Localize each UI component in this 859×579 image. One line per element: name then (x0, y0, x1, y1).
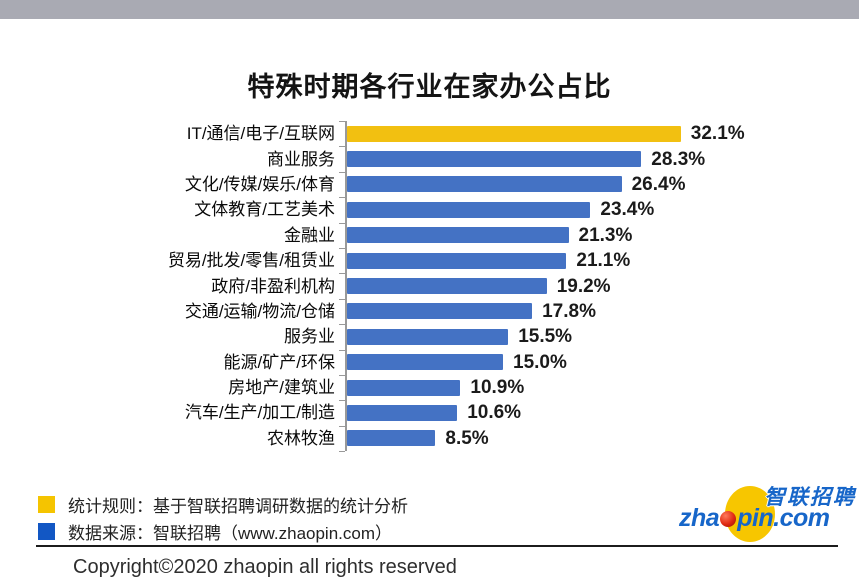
value-label: 19.2% (556, 275, 611, 297)
value-label: 15.5% (518, 326, 573, 348)
axis-tick (339, 324, 345, 326)
blue-swatch-icon (38, 523, 55, 540)
bar-zone: 32.1% (345, 124, 859, 143)
bar-zone: 19.2% (345, 277, 859, 296)
logo-domain-text: zha pin.com (679, 504, 830, 533)
y-axis-line (345, 121, 347, 451)
gold-swatch-icon (38, 496, 55, 513)
legend-item-source: 数据来源：智联招聘（www.zhaopin.com） (38, 518, 408, 545)
value-label: 21.3% (578, 224, 633, 246)
category-label: IT/通信/电子/互联网 (186, 124, 335, 144)
value-label: 10.6% (467, 402, 522, 424)
value-label: 23.4% (600, 199, 655, 221)
bar (347, 278, 547, 295)
bar-zone: 26.4% (345, 175, 859, 194)
axis-tick (339, 375, 345, 376)
bar-row: 农林牧渔 8.5% (0, 426, 859, 451)
axis-tick (339, 273, 345, 275)
bar (347, 151, 642, 168)
zhaopin-logo: 智联招聘 zha pin.com (668, 478, 858, 548)
bar-row: 汽车/生产/加工/制造 10.6% (0, 400, 859, 425)
axis-tick (339, 146, 345, 148)
bar-zone: 23.4% (345, 200, 859, 219)
axis-tick (339, 400, 345, 402)
bar (347, 201, 591, 218)
bar (347, 252, 567, 269)
value-label: 26.4% (631, 173, 686, 195)
value-label: 32.1% (690, 123, 745, 145)
legend-label: 统计规则：基于智联招聘调研数据的统计分析 (68, 497, 408, 516)
bar-zone: 15.5% (345, 327, 859, 346)
value-label: 8.5% (445, 427, 489, 449)
value-label: 17.8% (542, 300, 596, 322)
bar-row: 贸易/批发/零售/租赁业 21.1% (0, 248, 859, 273)
axis-tick (339, 171, 345, 173)
bar-row: 交通/运输/物流/仓储 17.8% (0, 299, 859, 324)
bar (347, 404, 458, 421)
bar-row: 能源/矿产/环保 15.0% (0, 350, 859, 375)
bar-zone: 21.3% (345, 226, 859, 245)
axis-tick (339, 121, 345, 122)
logo-chinese-text: 智联招聘 (764, 486, 856, 509)
legend-item-rule: 统计规则：基于智联招聘调研数据的统计分析 (38, 491, 408, 518)
bar-zone: 21.1% (345, 251, 859, 270)
bar-zone: 15.0% (345, 353, 859, 372)
bar-row: 金融业 21.3% (0, 223, 859, 248)
chart-title: 特殊时期各行业在家办公占比 (247, 72, 612, 103)
logo-domain-prefix: zha (679, 504, 720, 532)
category-label: 贸易/批发/零售/租赁业 (167, 251, 335, 271)
bar-zone: 17.8% (345, 302, 859, 321)
bar (347, 379, 461, 396)
category-label: 政府/非盈利机构 (211, 276, 335, 296)
axis-tick (339, 197, 345, 199)
category-label: 金融业 (284, 225, 335, 245)
bar (347, 176, 622, 193)
footer-divider (36, 545, 838, 547)
bar-zone: 8.5% (345, 429, 859, 448)
bar-row: 商业服务 28.3% (0, 146, 859, 171)
axis-tick (339, 298, 345, 300)
bar-chart: IT/通信/电子/互联网 32.1% 商业服务 28.3% 文化/传媒/娱乐/体育 26.… (0, 121, 859, 453)
category-label: 文化/传媒/娱乐/体育 (184, 174, 335, 194)
bar (347, 328, 509, 345)
logo-red-ball-icon (720, 511, 737, 527)
bar-rows: IT/通信/电子/互联网 32.1% 商业服务 28.3% 文化/传媒/娱乐/体育 26.… (0, 121, 859, 451)
bar-row: 政府/非盈利机构 19.2% (0, 273, 859, 298)
bar-row: IT/通信/电子/互联网 32.1% (0, 121, 859, 146)
bar-zone: 10.9% (345, 378, 859, 397)
bar-row: 文体教育/工艺美术 23.4% (0, 197, 859, 222)
bar (347, 303, 533, 320)
legend: 统计规则：基于智联招聘调研数据的统计分析 数据来源：智联招聘（www.zhaop… (38, 491, 408, 545)
bar-row: 房地产/建筑业 10.9% (0, 375, 859, 400)
bar-zone: 28.3% (345, 150, 859, 169)
bar (347, 227, 569, 244)
bar-row: 文化/传媒/娱乐/体育 26.4% (0, 172, 859, 197)
category-label: 商业服务 (267, 149, 335, 169)
bar-zone: 10.6% (345, 403, 859, 422)
value-label: 15.0% (513, 351, 567, 373)
bar (347, 354, 503, 371)
axis-tick (339, 349, 345, 351)
value-label: 21.1% (576, 250, 631, 272)
axis-tick (339, 425, 345, 427)
category-label: 文体教育/工艺美术 (194, 200, 335, 220)
legend-label: 数据来源：智联招聘（www.zhaopin.com） (68, 524, 393, 543)
category-label: 房地产/建筑业 (228, 378, 335, 398)
bar-row: 服务业 15.5% (0, 324, 859, 349)
category-label: 交通/运输/物流/仓储 (184, 301, 335, 321)
bar (347, 430, 436, 447)
value-label: 28.3% (651, 148, 706, 170)
category-label: 农林牧渔 (267, 428, 335, 448)
bar (347, 125, 681, 142)
axis-tick (339, 248, 345, 249)
value-label: 10.9% (470, 377, 525, 399)
category-label: 能源/矿产/环保 (223, 352, 335, 372)
axis-tick (339, 222, 345, 224)
logo-domain-suffix: pin.com (737, 504, 830, 532)
axis-tick (339, 451, 345, 453)
top-gray-bar (0, 0, 859, 19)
category-label: 汽车/生产/加工/制造 (184, 403, 335, 423)
category-label: 服务业 (284, 327, 335, 347)
